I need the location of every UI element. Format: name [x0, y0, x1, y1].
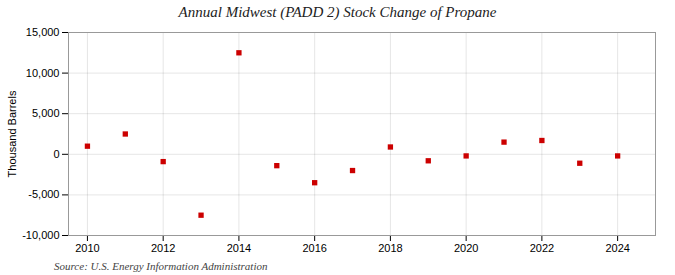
svg-text:2022: 2022 — [530, 242, 554, 254]
svg-text:2012: 2012 — [151, 242, 175, 254]
svg-text:5,000: 5,000 — [32, 107, 60, 119]
html-text:Annual Midwest (PADD 2) Stock: Annual Midwest (PADD 2) Stock Change of … — [178, 4, 497, 20]
svg-text:15,000: 15,000 — [26, 26, 60, 38]
svg-text:Thousand Barrels: Thousand Barrels — [6, 90, 18, 177]
html-text:Source: U.S. Energy Informatio: Source: U.S. Energy Information Administ… — [54, 260, 268, 272]
svg-text:2018: 2018 — [378, 242, 402, 254]
svg-text:2024: 2024 — [605, 242, 629, 254]
svg-text:2010: 2010 — [75, 242, 99, 254]
svg-text:2014: 2014 — [227, 242, 251, 254]
svg-text:-5,000: -5,000 — [28, 188, 59, 200]
svg-text:2020: 2020 — [454, 242, 478, 254]
svg-text:-10,000: -10,000 — [22, 229, 59, 241]
svg-text:10,000: 10,000 — [26, 67, 60, 79]
svg-text:0: 0 — [53, 148, 59, 160]
svg-text:2016: 2016 — [302, 242, 326, 254]
